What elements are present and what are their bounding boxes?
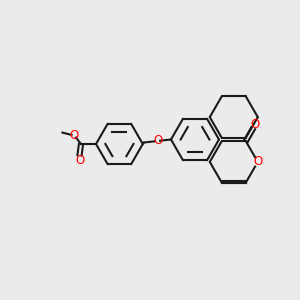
Text: O: O — [153, 134, 162, 148]
Text: O: O — [253, 155, 262, 168]
Text: O: O — [75, 154, 84, 167]
Text: O: O — [70, 129, 79, 142]
Text: O: O — [250, 118, 260, 131]
